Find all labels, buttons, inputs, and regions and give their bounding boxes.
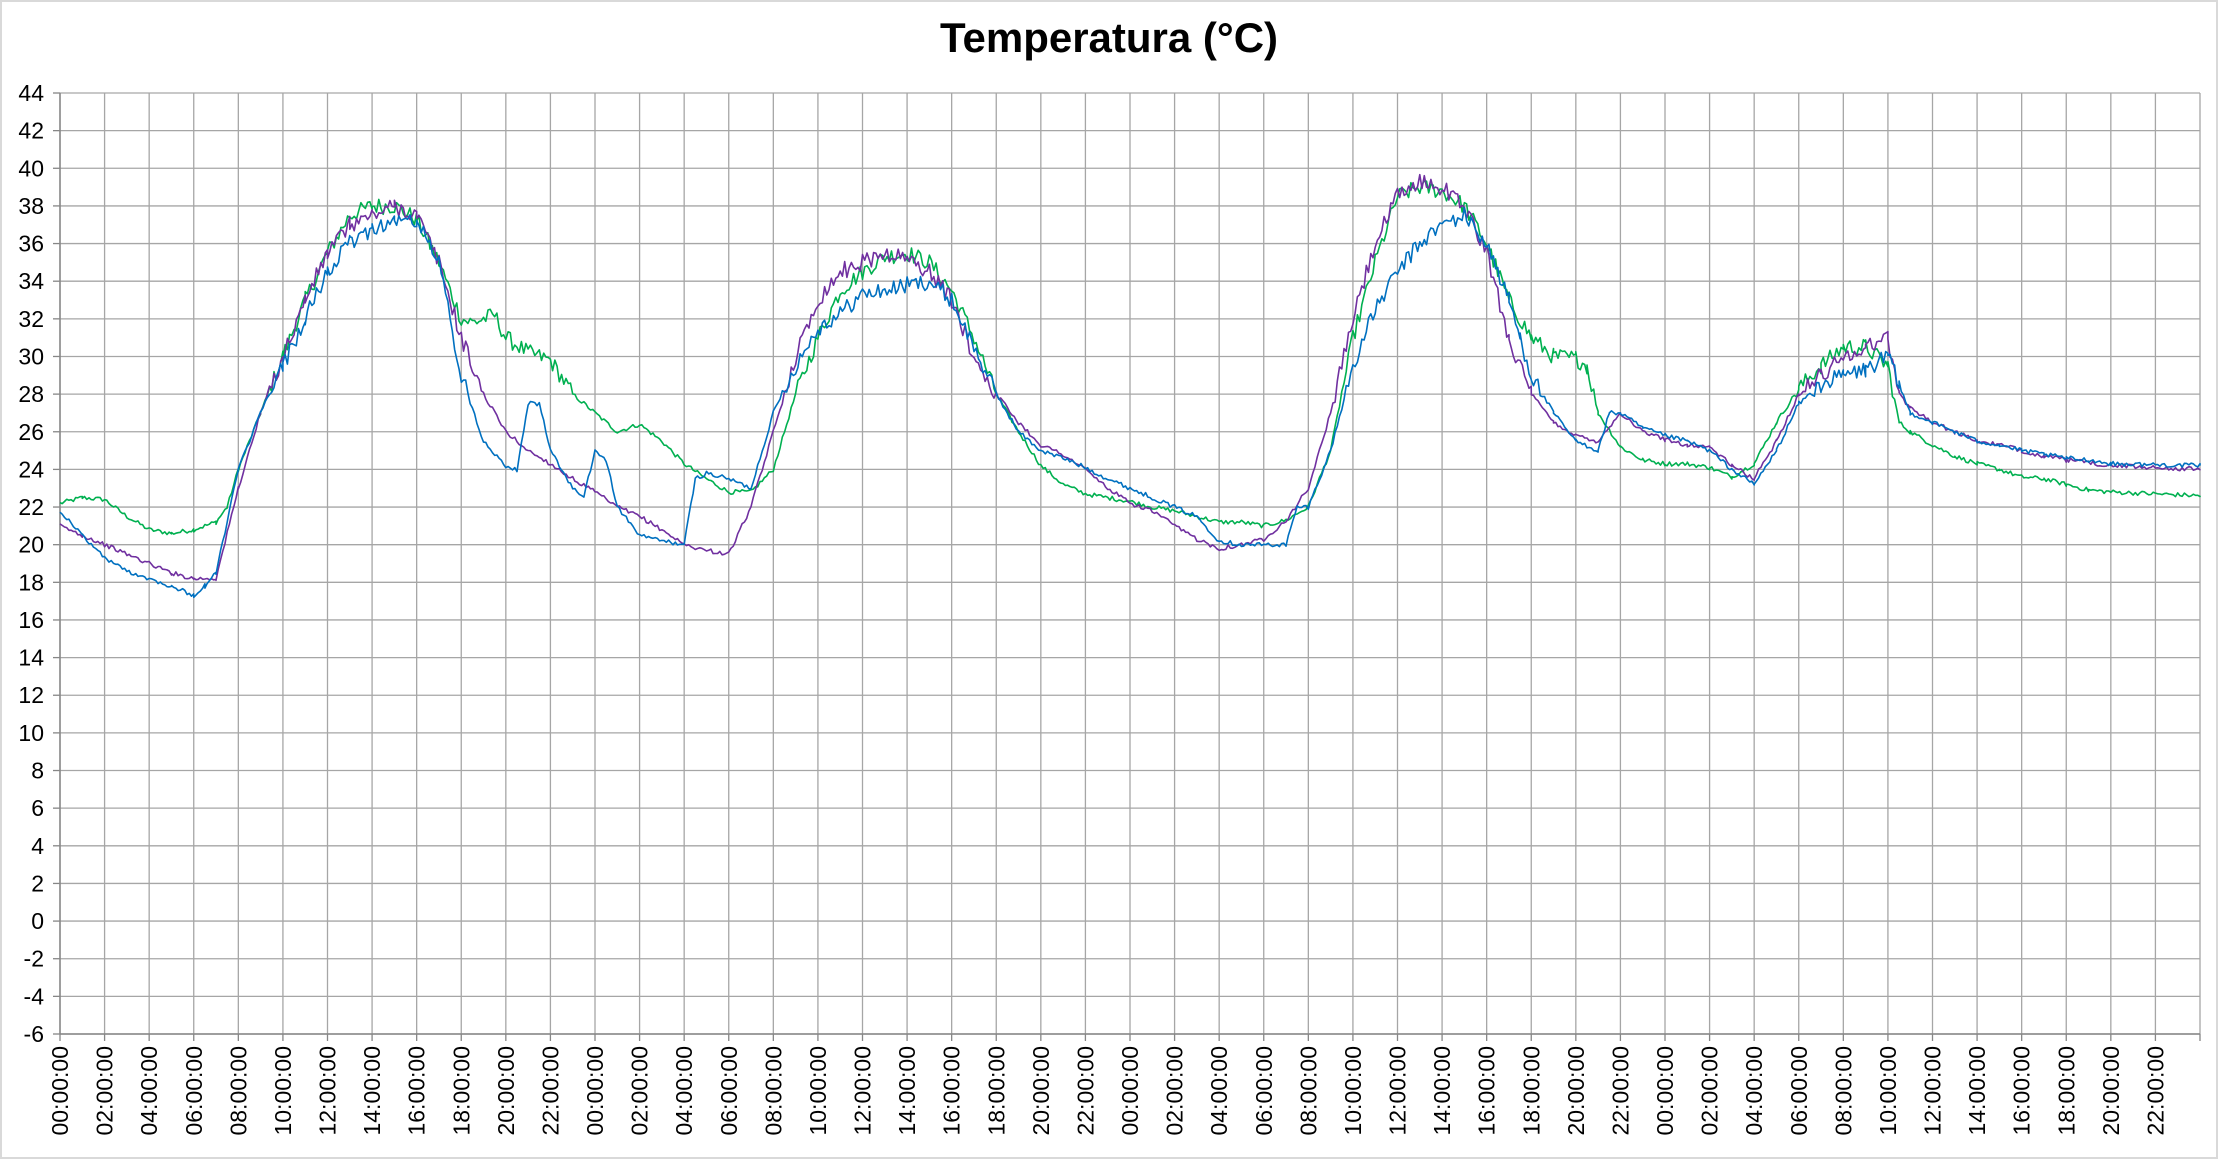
x-tick-label: 14:00:00 <box>359 1046 385 1136</box>
x-tick-label: 16:00:00 <box>404 1046 430 1136</box>
y-tick-label: 20 <box>18 532 44 558</box>
x-tick-label: 12:00:00 <box>1920 1046 1946 1136</box>
y-tick-label: 14 <box>18 645 44 671</box>
y-tick-label: 24 <box>18 456 44 482</box>
x-tick-label: 02:00:00 <box>1162 1046 1188 1136</box>
x-tick-label: 14:00:00 <box>1964 1046 1990 1136</box>
x-tick-label: 04:00:00 <box>671 1046 697 1136</box>
x-tick-label: 08:00:00 <box>1295 1046 1321 1136</box>
x-tick-label: 10:00:00 <box>1340 1046 1366 1136</box>
x-tick-label: 10:00:00 <box>805 1046 831 1136</box>
y-tick-label: 40 <box>18 155 44 181</box>
series-lines <box>59 173 2201 599</box>
x-tick-label: 18:00:00 <box>1518 1046 1544 1136</box>
y-tick-label: 4 <box>31 833 44 859</box>
y-tick-label: -6 <box>24 1021 44 1047</box>
x-tick-label: 02:00:00 <box>92 1046 118 1136</box>
x-tick-label: 10:00:00 <box>270 1046 296 1136</box>
y-tick-label: 22 <box>18 494 44 520</box>
y-tick-label: 10 <box>18 720 44 746</box>
y-tick-label: -2 <box>24 946 44 972</box>
x-tick-label: 16:00:00 <box>2009 1046 2035 1136</box>
chart-title: Temperatura (°C) <box>939 14 1279 61</box>
x-tick-label: 18:00:00 <box>2053 1046 2079 1136</box>
x-tick-label: 22:00:00 <box>1607 1046 1633 1136</box>
x-tick-label: 14:00:00 <box>894 1046 920 1136</box>
x-tick-label: 06:00:00 <box>1251 1046 1277 1136</box>
x-tick-label: 12:00:00 <box>315 1046 341 1136</box>
x-tick-label: 08:00:00 <box>1830 1046 1856 1136</box>
y-tick-label: 38 <box>18 193 44 219</box>
x-axis-tick-labels: 00:00:00 02:00:00 04:00:00 06:00:00 08:00:00… <box>47 1046 2168 1136</box>
x-tick-label: 06:00:00 <box>1786 1046 1812 1136</box>
x-tick-label: 18:00:00 <box>448 1046 474 1136</box>
y-tick-label: 8 <box>31 758 44 784</box>
x-tick-label: 18:00:00 <box>983 1046 1009 1136</box>
x-tick-label: 22:00:00 <box>537 1046 563 1136</box>
x-tick-label: 06:00:00 <box>181 1046 207 1136</box>
y-tick-label: -4 <box>24 983 45 1009</box>
x-tick-label: 12:00:00 <box>850 1046 876 1136</box>
y-tick-label: 18 <box>18 569 44 595</box>
y-tick-label: 34 <box>18 268 44 294</box>
y-tick-label: 26 <box>18 419 44 445</box>
x-tick-label: 00:00:00 <box>1652 1046 1678 1136</box>
y-tick-label: 30 <box>18 343 44 369</box>
y-tick-label: 44 <box>18 80 44 106</box>
x-tick-label: 16:00:00 <box>939 1046 965 1136</box>
y-tick-label: 0 <box>31 908 44 934</box>
x-tick-label: 04:00:00 <box>136 1046 162 1136</box>
series-line-2 <box>59 173 2201 582</box>
x-tick-label: 12:00:00 <box>1385 1046 1411 1136</box>
x-tick-label: 14:00:00 <box>1429 1046 1455 1136</box>
x-tick-label: 06:00:00 <box>716 1046 742 1136</box>
x-tick-label: 10:00:00 <box>1875 1046 1901 1136</box>
x-tick-label: 00:00:00 <box>47 1046 73 1136</box>
x-tick-label: 20:00:00 <box>1028 1046 1054 1136</box>
x-tick-label: 08:00:00 <box>225 1046 251 1136</box>
y-tick-label: 42 <box>18 118 44 144</box>
x-tick-label: 20:00:00 <box>1563 1046 1589 1136</box>
y-tick-label: 36 <box>18 231 44 257</box>
x-tick-label: 20:00:00 <box>493 1046 519 1136</box>
y-tick-label: 16 <box>18 607 44 633</box>
x-tick-label: 00:00:00 <box>1117 1046 1143 1136</box>
x-tick-label: 02:00:00 <box>627 1046 653 1136</box>
x-tick-label: 22:00:00 <box>1072 1046 1098 1136</box>
x-tick-label: 04:00:00 <box>1741 1046 1767 1136</box>
x-tick-label: 16:00:00 <box>1474 1046 1500 1136</box>
y-tick-label: 28 <box>18 381 44 407</box>
y-axis-tick-labels: -6-4-20246810121416182022242628303234363… <box>18 80 44 1047</box>
y-tick-label: 12 <box>18 682 44 708</box>
x-tick-label: 22:00:00 <box>2142 1046 2168 1136</box>
y-tick-label: 6 <box>31 795 44 821</box>
grid-lines <box>53 92 2201 1041</box>
x-tick-label: 04:00:00 <box>1206 1046 1232 1136</box>
series-line-3 <box>59 206 2201 599</box>
y-tick-label: 32 <box>18 306 44 332</box>
x-tick-label: 02:00:00 <box>1697 1046 1723 1136</box>
x-tick-label: 00:00:00 <box>582 1046 608 1136</box>
x-tick-label: 08:00:00 <box>760 1046 786 1136</box>
y-tick-label: 2 <box>31 870 44 896</box>
x-tick-label: 20:00:00 <box>2098 1046 2124 1136</box>
